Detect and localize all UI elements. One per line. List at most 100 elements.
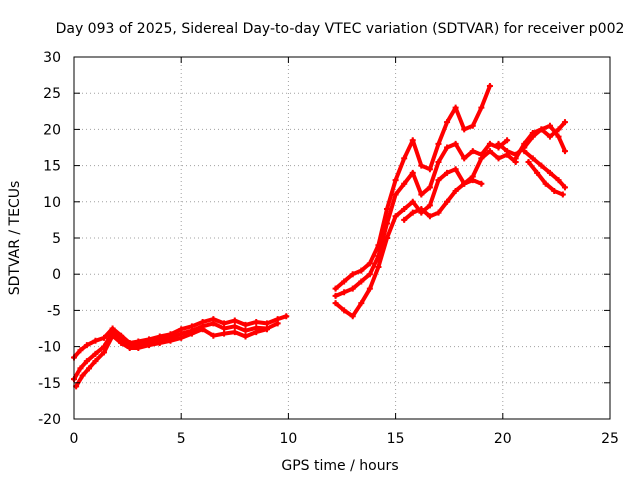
series-arc-2a [332,82,493,292]
x-tick-label: 10 [279,431,297,447]
data-point [221,325,228,332]
data-point [79,372,86,379]
grid [74,57,610,419]
data-point [435,177,442,184]
data-point [426,184,433,191]
data-point [341,307,348,314]
data-point [146,342,153,349]
data-point [332,285,339,292]
data-point [435,158,442,165]
series-arc-2c [332,148,519,320]
data-point [349,313,356,320]
data-point [478,180,485,187]
data-point [444,119,451,126]
series-arc-1c [73,326,270,390]
data-point [366,260,373,267]
data-point [341,289,348,296]
series-arc-3c [521,148,568,191]
series-line [333,149,518,319]
data-point [409,198,416,205]
series-arc-3d [525,158,566,198]
series-line [402,178,484,222]
data-point [384,220,391,227]
series-arc-3b [512,119,568,162]
data-point [546,169,553,176]
data-point [366,285,373,292]
data-point [375,263,382,270]
data-point [199,326,206,333]
data-point [188,330,195,337]
data-point [538,162,545,169]
data-point [221,330,228,337]
data-point [521,148,528,155]
data-point [77,347,84,354]
y-tick-label: 5 [52,231,61,247]
y-tick-label: 20 [43,122,61,138]
x-tick-label: 15 [387,431,405,447]
data-point [495,155,502,162]
data-point [529,155,536,162]
data-point [525,158,532,165]
data-point [210,320,217,327]
data-point [469,122,476,129]
data-point [478,155,485,162]
data-point [401,155,408,162]
data-point [555,126,562,133]
data-point [401,216,408,223]
data-point [101,349,108,356]
data-point [384,235,391,241]
data-point [178,334,185,341]
series-arc-2b [332,137,511,299]
y-tick-label: 25 [43,86,61,102]
data-point [274,320,281,327]
series-arc-2d [401,177,485,223]
data-point [461,155,468,162]
data-point [349,271,356,278]
data-point [426,213,433,220]
data-point [418,162,425,169]
data-series [71,82,568,390]
series-line [72,321,280,382]
data-point [409,169,416,176]
data-point [452,104,459,111]
data-point [332,292,339,299]
y-tick-label: 10 [43,195,61,211]
data-point [495,140,502,147]
data-point [469,177,476,184]
data-point [409,137,416,144]
data-point [341,278,348,285]
data-point [231,329,238,336]
data-point [401,206,408,213]
axis-ticks: 0 5 10 15 20 25 -20 -15 -10 -5 0 5 10 15 20 25 30 [38,50,619,447]
data-point [358,267,365,274]
data-point [426,166,433,173]
data-point [555,177,562,184]
data-point [452,187,459,194]
data-point [546,133,553,140]
data-point [349,285,356,292]
data-point [263,326,270,333]
data-point [504,148,511,155]
data-point [529,130,536,137]
data-point [366,271,373,278]
data-point [561,119,568,126]
data-point [101,334,108,341]
data-point [263,320,270,327]
data-point [253,318,260,325]
data-point [561,184,568,191]
x-tick-label: 5 [177,431,186,447]
data-point [452,166,459,173]
data-point [486,82,493,89]
data-point [561,148,568,155]
data-point [546,122,553,129]
data-point [283,313,290,320]
data-point [401,180,408,187]
data-point [86,365,93,372]
data-point [461,180,468,187]
data-point [551,187,558,194]
data-point [135,345,142,352]
data-point [358,278,365,285]
data-point [461,126,468,133]
series-line [333,84,492,291]
